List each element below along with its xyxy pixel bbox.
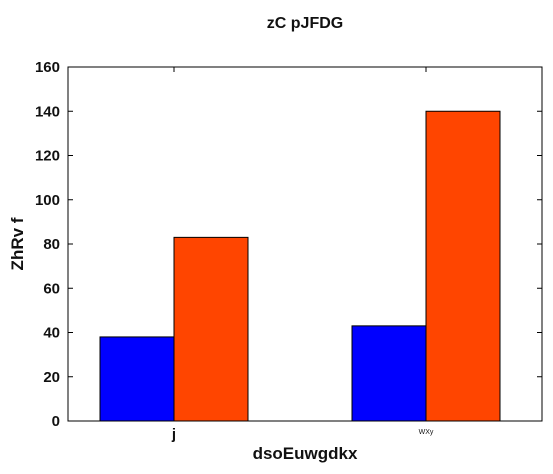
y-tick-label: 0 [52, 413, 60, 430]
y-tick-label: 100 [35, 192, 60, 209]
y-axis-ticks: 0 20 40 60 80 100 120 140 160 [35, 59, 542, 430]
x-axis-label: dsoEuwgdkx [253, 444, 358, 463]
chart-title: zC pJFDG [267, 15, 343, 32]
y-tick-label: 140 [35, 103, 60, 120]
orange-bar [173, 236, 249, 422]
blue-bar [351, 325, 427, 422]
y-axis-label: ZhRv f [8, 217, 27, 270]
orange-bar [425, 110, 501, 422]
y-tick-label: 120 [35, 148, 60, 165]
blue-bar [99, 336, 175, 422]
y-tick-label: 80 [43, 236, 60, 253]
y-tick-label: 60 [43, 280, 60, 297]
bars-group [99, 110, 501, 422]
x-tick-label: j [171, 426, 176, 443]
y-tick-label: 160 [35, 59, 60, 76]
y-tick-label: 40 [43, 325, 60, 342]
y-tick-label: 20 [43, 369, 60, 386]
x-tick-label: WXy [419, 429, 434, 436]
